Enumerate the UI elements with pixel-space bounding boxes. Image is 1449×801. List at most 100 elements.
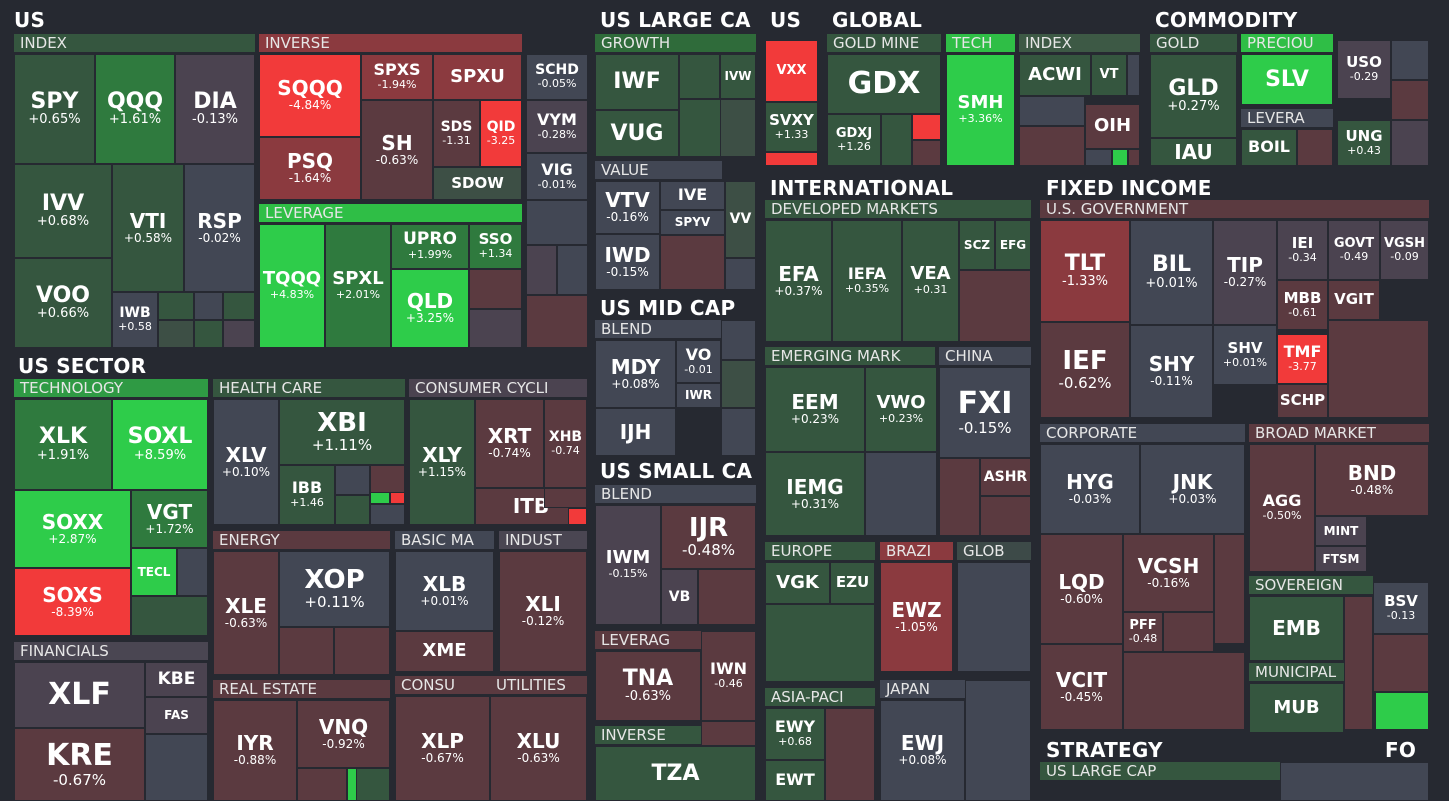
tile-ezu[interactable]: EZU (830, 562, 875, 604)
tile-tlt[interactable]: TLT -1.33% (1040, 220, 1130, 322)
small-ticker-tile[interactable] (526, 245, 557, 295)
tile-bil[interactable]: BIL +0.01% (1130, 220, 1213, 325)
group-china[interactable]: CHINA (939, 347, 1031, 365)
group-consumer-cycl[interactable]: CONSUMER CYCLI (409, 379, 587, 397)
group-index[interactable]: INDEX (14, 34, 255, 52)
small-ticker-tile[interactable] (1019, 126, 1085, 166)
group-glob[interactable]: GLOB (957, 542, 1031, 560)
small-ticker-tile[interactable] (279, 627, 334, 675)
tile-tna[interactable]: TNA -0.63% (595, 651, 701, 721)
group-inverse[interactable]: INVERSE (259, 34, 522, 52)
small-ticker-tile[interactable] (959, 270, 1031, 342)
tile-gdxj[interactable]: GDXJ +1.26 (827, 114, 881, 166)
small-ticker-tile[interactable] (980, 496, 1031, 536)
tile-spy[interactable]: SPY +0.65% (14, 54, 95, 164)
small-ticker-tile[interactable] (335, 465, 370, 495)
tile-rsp[interactable]: RSP -0.02% (184, 164, 255, 292)
tile-ief[interactable]: IEF -0.62% (1040, 322, 1130, 418)
group-small-blend[interactable]: BLEND (595, 485, 756, 503)
tile-vym[interactable]: VYM -0.28% (526, 100, 588, 153)
small-ticker-tile[interactable] (698, 569, 756, 625)
tile-iwr[interactable]: IWR (676, 383, 721, 408)
group-broad-market[interactable]: BROAD MARKET (1249, 424, 1429, 442)
small-ticker-tile[interactable] (347, 768, 357, 801)
group-mid-blend[interactable]: BLEND (595, 320, 756, 338)
tile-xlu[interactable]: XLU -0.63% (490, 696, 587, 801)
tile-vgsh[interactable]: VGSH -0.09 (1380, 220, 1429, 280)
tile-sds[interactable]: SDS -1.31 (433, 100, 480, 167)
group-consu[interactable]: CONSU (395, 676, 494, 694)
tile-iwf[interactable]: IWF (595, 54, 679, 110)
tile-sh[interactable]: SH -0.63% (361, 100, 433, 200)
tile-xrt[interactable]: XRT -0.74% (475, 399, 544, 488)
group-preciou[interactable]: PRECIOU (1241, 34, 1333, 52)
tile-uso[interactable]: USO -0.29 (1337, 40, 1391, 99)
tile-xle[interactable]: XLE -0.63% (213, 551, 279, 675)
small-ticker-tile[interactable] (334, 627, 390, 675)
small-ticker-tile[interactable] (568, 508, 587, 525)
group-growth[interactable]: GROWTH (595, 34, 756, 52)
group-basic-ma[interactable]: BASIC MA (395, 531, 494, 549)
tile-kre[interactable]: KRE -0.67% (14, 728, 145, 801)
group-gold[interactable]: GOLD (1150, 34, 1237, 52)
small-ticker-tile[interactable] (1214, 534, 1245, 644)
tile-ewy[interactable]: EWY +0.68 (765, 708, 825, 760)
small-ticker-tile[interactable] (1391, 120, 1429, 166)
small-ticker-tile[interactable] (720, 99, 756, 157)
tile-upro[interactable]: UPRO +1.99% (391, 224, 469, 269)
tile-mbb[interactable]: MBB -0.61 (1277, 280, 1328, 330)
tile-vnq[interactable]: VNQ -0.92% (297, 700, 390, 768)
tile-gdx[interactable]: GDX (827, 54, 941, 114)
tile-voo[interactable]: VOO +0.66% (14, 258, 112, 348)
group-emerging[interactable]: EMERGING MARK (765, 347, 935, 365)
tile-boil[interactable]: BOIL (1241, 129, 1297, 166)
small-ticker-tile[interactable] (725, 258, 756, 290)
group-leverage[interactable]: LEVERAGE (259, 204, 522, 222)
tile-efa[interactable]: EFA +0.37% (765, 220, 832, 342)
small-ticker-tile[interactable] (131, 596, 208, 636)
tile-ijr[interactable]: IJR -0.48% (661, 505, 756, 569)
tile-iau[interactable]: IAU (1150, 138, 1237, 166)
tile-lqd[interactable]: LQD -0.60% (1040, 534, 1123, 644)
small-ticker-tile[interactable] (865, 452, 937, 536)
tile-vtv[interactable]: VTV -0.16% (595, 181, 660, 234)
group-financials[interactable]: FINANCIALS (14, 642, 208, 660)
small-ticker-tile[interactable] (469, 309, 522, 348)
tile-xme[interactable]: XME (395, 631, 494, 672)
small-ticker-tile[interactable] (526, 295, 588, 348)
tile-xlp[interactable]: XLP -0.67% (395, 696, 490, 801)
small-ticker-tile[interactable] (679, 54, 720, 99)
tile-tip[interactable]: TIP -0.27% (1213, 220, 1277, 325)
small-ticker-tile[interactable] (965, 680, 1031, 801)
tile-emb[interactable]: EMB (1249, 596, 1344, 661)
tile-acwi[interactable]: ACWI (1019, 54, 1091, 96)
tile-svxy[interactable]: SVXY +1.33 (765, 102, 818, 152)
group-value[interactable]: VALUE (595, 161, 722, 179)
small-ticker-tile[interactable] (544, 488, 587, 508)
tile-mint[interactable]: MINT (1315, 516, 1367, 546)
small-ticker-tile[interactable] (957, 562, 1031, 672)
tile-mdy[interactable]: MDY +0.08% (595, 340, 676, 408)
small-ticker-tile[interactable] (1375, 692, 1429, 730)
tile-vug[interactable]: VUG (595, 110, 679, 157)
tile-soxs[interactable]: SOXS -8.39% (14, 568, 131, 636)
small-ticker-tile[interactable] (1128, 149, 1140, 166)
tile-tza[interactable]: TZA (595, 746, 756, 801)
small-ticker-tile[interactable] (939, 458, 980, 536)
tile-iwd[interactable]: IWD -0.15% (595, 234, 660, 290)
tile-xli[interactable]: XLI -0.12% (499, 551, 587, 672)
tile-slv[interactable]: SLV (1241, 54, 1333, 105)
group-global-index[interactable]: INDEX (1019, 34, 1140, 52)
small-ticker-tile[interactable] (1344, 596, 1373, 730)
small-ticker-tile[interactable] (765, 604, 875, 682)
small-ticker-tile[interactable] (1280, 762, 1429, 801)
tile-spyv[interactable]: SPYV (660, 210, 725, 235)
tile-xbi[interactable]: XBI +1.11% (279, 399, 405, 465)
tile-dia[interactable]: DIA -0.13% (175, 54, 255, 164)
group-europe[interactable]: EUROPE (765, 542, 875, 560)
small-ticker-tile[interactable] (1163, 612, 1214, 652)
small-ticker-tile[interactable] (912, 114, 941, 140)
tile-hyg[interactable]: HYG -0.03% (1040, 444, 1140, 534)
tile-vig[interactable]: VIG -0.01% (526, 153, 588, 200)
tile-spxu[interactable]: SPXU (433, 54, 522, 100)
